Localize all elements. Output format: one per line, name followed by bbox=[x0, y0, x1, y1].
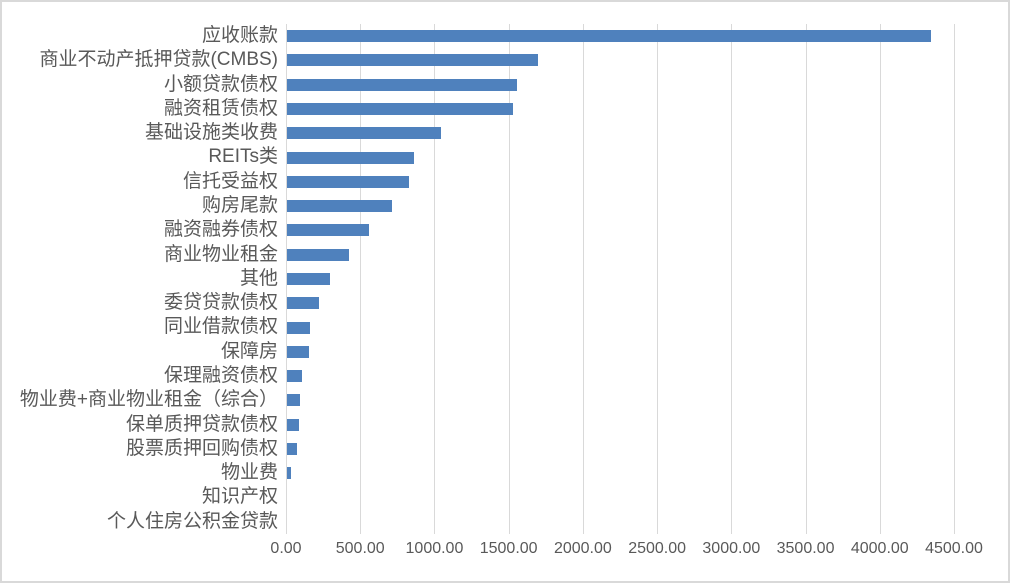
category-label: 保理融资债权 bbox=[163, 365, 278, 386]
bar bbox=[287, 224, 369, 237]
bar bbox=[287, 443, 297, 455]
category-label: 信托受益权 bbox=[182, 170, 278, 192]
bar bbox=[287, 273, 330, 285]
category-label: 基础设施类收费 bbox=[144, 122, 278, 144]
x-tick-label: 1000.00 bbox=[405, 540, 464, 557]
x-tick-label: 3500.00 bbox=[776, 540, 835, 557]
gridline bbox=[582, 24, 584, 534]
x-tick-label: 4500.00 bbox=[925, 540, 983, 557]
category-label: 购房尾款 bbox=[201, 195, 278, 216]
bar bbox=[287, 151, 414, 164]
category-label: 知识产权 bbox=[201, 486, 278, 508]
category-label: 其他 bbox=[239, 267, 278, 289]
bar bbox=[287, 418, 299, 431]
bar bbox=[287, 78, 517, 91]
plot-area bbox=[286, 24, 955, 534]
bar bbox=[287, 248, 349, 261]
gridline bbox=[657, 24, 659, 534]
gridline bbox=[731, 24, 733, 534]
category-label: REITs类 bbox=[208, 146, 278, 168]
category-label: 保障房 bbox=[220, 340, 278, 362]
bar bbox=[287, 30, 931, 43]
category-label: 物业费 bbox=[220, 462, 278, 484]
bar bbox=[287, 54, 538, 67]
category-label: 个人住房公积金贷款 bbox=[106, 510, 278, 532]
category-label: 应收账款 bbox=[201, 25, 278, 46]
bar bbox=[287, 127, 441, 140]
category-label: 商业物业租金 bbox=[163, 243, 278, 265]
category-label: 同业借款债权 bbox=[163, 316, 278, 338]
bar bbox=[287, 175, 409, 188]
x-tick-label: 0.00 bbox=[270, 540, 302, 557]
x-tick-label: 3000.00 bbox=[702, 540, 761, 557]
gridline bbox=[286, 24, 287, 534]
category-label: 保单质押贷款债权 bbox=[125, 413, 278, 435]
bar bbox=[287, 467, 291, 480]
gridline bbox=[954, 24, 955, 534]
bar bbox=[287, 297, 319, 310]
gridline bbox=[508, 24, 510, 534]
gridline bbox=[879, 24, 881, 534]
category-label: 小额贷款债权 bbox=[163, 73, 278, 95]
category-label: 委贷贷款债权 bbox=[163, 292, 278, 314]
bar bbox=[287, 103, 513, 115]
category-label: 商业不动产抵押贷款(CMBS) bbox=[39, 49, 278, 71]
bar bbox=[287, 200, 392, 213]
gridline bbox=[360, 24, 362, 534]
category-label: 融资融券债权 bbox=[163, 219, 278, 241]
gridline bbox=[805, 24, 807, 534]
bar bbox=[287, 370, 302, 383]
x-tick-label: 2000.00 bbox=[553, 540, 612, 557]
bar bbox=[287, 394, 300, 407]
category-label: 股票质押回购债权 bbox=[125, 437, 278, 459]
category-label: 物业费+商业物业租金（综合） bbox=[19, 389, 278, 411]
bar bbox=[287, 345, 309, 358]
gridline bbox=[434, 24, 436, 534]
x-tick-label: 500.00 bbox=[335, 540, 385, 557]
x-tick-label: 2500.00 bbox=[628, 540, 687, 557]
category-axis: 应收账款商业不动产抵押贷款(CMBS) 小额贷款债权 融资租赁债权基础设施类收费 RE… bbox=[2, 24, 278, 534]
value-axis: 0.00 500.00 1000.00 1500.00 2000.00 2500.00 30… bbox=[2, 540, 1008, 564]
x-tick-label: 4000.00 bbox=[850, 540, 909, 557]
bar bbox=[287, 321, 310, 334]
category-label: 融资租赁债权 bbox=[163, 97, 278, 119]
x-tick-label: 1500.00 bbox=[479, 540, 538, 557]
